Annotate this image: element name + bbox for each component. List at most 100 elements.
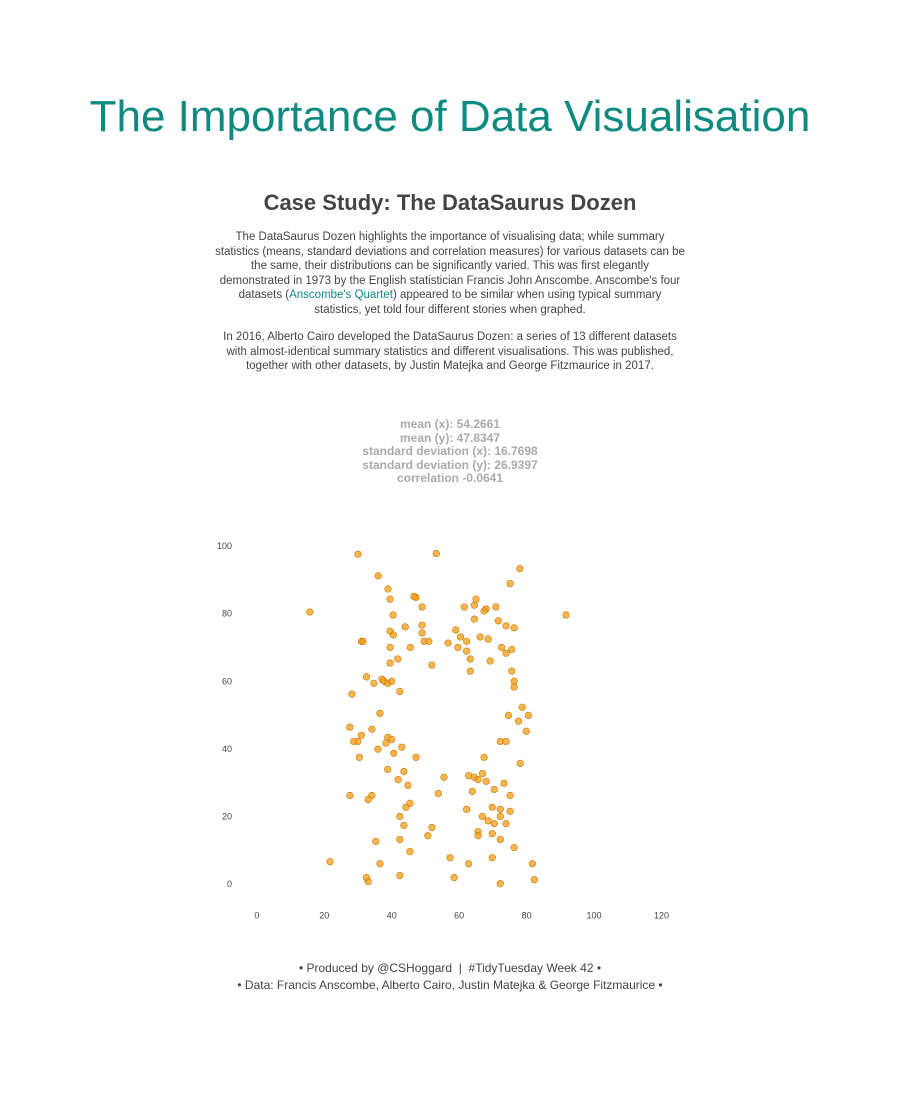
point — [396, 687, 404, 696]
link[interactable]: Anscombe's Quartet — [289, 289, 393, 301]
point — [374, 572, 382, 580]
point — [510, 624, 518, 632]
point — [444, 639, 452, 647]
footer-line: • Produced by @CSHoggard | #TidyTuesday … — [298, 961, 602, 975]
stats: mean (x): 54.2661 mean (y): 47.8347 standa… — [0, 417, 900, 486]
point — [425, 637, 433, 645]
point — [482, 777, 490, 785]
point — [522, 727, 530, 735]
point — [376, 860, 384, 868]
stat-line: standard deviation (x): 16.7698 — [362, 444, 538, 458]
point — [394, 655, 402, 663]
y-tick-label: 40 — [222, 744, 232, 754]
x-tick-label: 40 — [387, 910, 397, 920]
x-tick-label: 0 — [254, 910, 259, 920]
point — [506, 579, 514, 588]
point — [490, 819, 498, 828]
point — [400, 767, 408, 776]
point — [468, 787, 476, 796]
point — [400, 821, 408, 830]
point — [364, 795, 372, 804]
x-tick-label: 80 — [522, 910, 532, 920]
point — [374, 745, 382, 753]
footer: • Produced by @CSHoggard | #TidyTuesday … — [0, 960, 900, 994]
point — [516, 759, 524, 767]
point — [306, 608, 314, 616]
point — [386, 643, 394, 652]
point — [388, 735, 396, 743]
point — [508, 667, 516, 675]
point — [510, 683, 518, 691]
point — [496, 805, 504, 813]
x-tick-label: 120 — [654, 910, 669, 920]
point — [506, 807, 514, 815]
point — [396, 835, 404, 844]
point — [528, 860, 536, 868]
point — [518, 703, 526, 711]
point — [496, 835, 504, 844]
text: The DataSaurus Dozen highlights the impo… — [215, 231, 685, 301]
text: ) appeared to be similar when using typi… — [314, 289, 662, 316]
point — [494, 617, 502, 625]
point — [384, 765, 392, 774]
point — [466, 667, 474, 675]
point — [496, 812, 504, 821]
point — [478, 812, 487, 821]
point — [406, 848, 414, 856]
point — [480, 607, 488, 615]
point — [488, 854, 496, 862]
point — [346, 791, 354, 800]
stat-line: standard deviation (y): 26.9397 — [362, 457, 538, 472]
stat-line: correlation -0.0641 — [396, 471, 504, 485]
page-title: The Importance of Data Visualisation — [89, 92, 811, 141]
point — [470, 615, 478, 623]
point — [440, 773, 448, 781]
point — [368, 725, 376, 733]
chart: 0 20 40 60 80 100 0 20 40 60 80 100 120 — [217, 541, 669, 920]
point — [389, 631, 398, 639]
point — [384, 585, 392, 593]
point — [488, 830, 496, 838]
point — [418, 603, 426, 611]
point — [530, 876, 538, 884]
y-tick-label: 20 — [222, 812, 232, 822]
point — [354, 550, 362, 558]
point — [486, 657, 494, 665]
y-tick-label: 100 — [217, 541, 232, 551]
point — [474, 776, 482, 784]
point — [506, 791, 514, 800]
point — [394, 776, 402, 784]
point — [376, 709, 384, 717]
point — [412, 753, 420, 761]
point — [372, 837, 380, 846]
x-tick-label: 100 — [587, 910, 602, 920]
x-tick-label: 20 — [319, 910, 329, 920]
point — [463, 637, 471, 645]
y-tick-label: 0 — [227, 879, 232, 889]
point — [510, 843, 518, 852]
point — [502, 622, 510, 630]
point — [434, 789, 442, 798]
point — [346, 723, 354, 731]
point — [500, 779, 508, 787]
point — [490, 785, 498, 794]
point — [418, 621, 426, 629]
point — [390, 749, 398, 757]
point — [463, 647, 471, 655]
point — [465, 860, 473, 868]
point — [424, 832, 432, 840]
point — [463, 805, 471, 813]
point — [355, 753, 363, 761]
point — [456, 633, 465, 641]
point — [396, 812, 404, 821]
point — [454, 643, 462, 652]
point — [492, 603, 500, 611]
point — [450, 874, 458, 882]
point — [432, 549, 440, 558]
point — [350, 737, 358, 746]
point — [410, 592, 418, 601]
point — [480, 753, 488, 761]
point — [357, 731, 365, 739]
point — [484, 817, 492, 825]
point — [370, 679, 378, 687]
